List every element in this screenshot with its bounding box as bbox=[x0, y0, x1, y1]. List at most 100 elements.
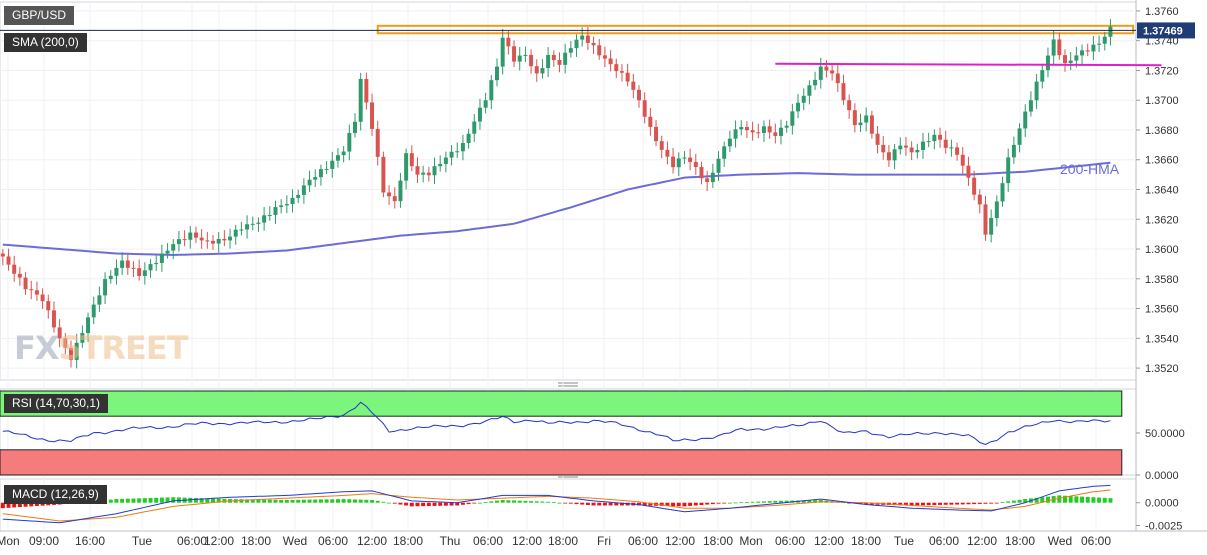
macd-histogram-bar bbox=[540, 501, 545, 503]
macd-histogram-bar bbox=[347, 499, 352, 503]
candle-body bbox=[40, 294, 45, 302]
macd-histogram-bar bbox=[807, 500, 812, 503]
candle-body bbox=[415, 166, 420, 175]
x-tick-label: Wed bbox=[1048, 534, 1072, 548]
candle-body bbox=[546, 54, 551, 69]
macd-histogram-bar bbox=[739, 502, 744, 504]
candle-body bbox=[370, 102, 375, 129]
macd-histogram-bar bbox=[279, 499, 284, 503]
macd-histogram-bar bbox=[648, 502, 653, 506]
macd-histogram-bar bbox=[943, 502, 948, 505]
candle-body bbox=[472, 121, 477, 134]
macd-histogram-bar bbox=[688, 502, 693, 506]
candle-body bbox=[154, 262, 159, 265]
candle-body bbox=[137, 268, 142, 276]
macd-histogram-bar bbox=[1091, 497, 1096, 503]
y-tick-label: 1.3640 bbox=[1145, 185, 1179, 197]
candle-body bbox=[983, 204, 988, 235]
x-tick-label: 06:00 bbox=[628, 534, 658, 548]
candle-body bbox=[69, 347, 73, 360]
macd-histogram-bar bbox=[1000, 502, 1005, 503]
candle-body bbox=[767, 126, 772, 133]
candle-body bbox=[625, 72, 630, 82]
candle-body bbox=[199, 237, 204, 241]
y-tick-label: 1.3540 bbox=[1145, 333, 1179, 345]
macd-histogram-bar bbox=[443, 502, 448, 506]
x-tick-label: 18:00 bbox=[851, 534, 881, 548]
macd-histogram-bar bbox=[716, 502, 721, 504]
candle-body bbox=[534, 66, 539, 74]
candle-body bbox=[375, 128, 380, 157]
candle-body bbox=[977, 194, 982, 205]
x-tick-label: Mon bbox=[0, 534, 20, 548]
y-tick-label: 1.3680 bbox=[1145, 125, 1179, 137]
rsi-oversold-zone bbox=[0, 449, 1123, 476]
candle-body bbox=[290, 197, 295, 205]
macd-histogram-bar bbox=[523, 500, 528, 503]
candle-body bbox=[114, 267, 119, 276]
candle-body bbox=[341, 151, 346, 156]
hma-200-line bbox=[2, 161, 1111, 257]
x-tick-label: 12:00 bbox=[665, 534, 695, 548]
x-tick-label: 12:00 bbox=[357, 534, 387, 548]
x-tick-label: 06:00 bbox=[318, 534, 348, 548]
macd-histogram-bar bbox=[1006, 501, 1011, 503]
candle-body bbox=[921, 141, 925, 150]
macd-histogram-bar bbox=[801, 500, 806, 503]
macd-histogram-bar bbox=[665, 502, 670, 507]
candle-body bbox=[398, 180, 403, 202]
macd-histogram-bar bbox=[1034, 497, 1039, 503]
macd-histogram-bar bbox=[205, 498, 210, 503]
candle-body bbox=[409, 153, 414, 167]
candle-body bbox=[460, 142, 465, 152]
macd-histogram-bar bbox=[364, 499, 369, 503]
candle-body bbox=[779, 127, 783, 136]
macd-histogram-bar bbox=[960, 502, 965, 505]
macd-histogram-bar bbox=[705, 502, 710, 505]
candle-body bbox=[733, 129, 738, 139]
candle-body bbox=[97, 295, 102, 305]
macd-histogram-bar bbox=[915, 502, 920, 506]
macd-histogram-bar bbox=[245, 499, 250, 503]
macd-histogram-bar bbox=[722, 502, 727, 504]
rsi-tick-label: 0.0000 bbox=[1145, 470, 1179, 482]
candle-body bbox=[1085, 50, 1090, 52]
macd-histogram-bar bbox=[239, 499, 244, 503]
candle-body bbox=[881, 144, 886, 153]
macd-histogram-bar bbox=[398, 502, 403, 505]
macd-histogram-bar bbox=[761, 501, 766, 503]
macd-histogram-bar bbox=[29, 502, 34, 507]
candle-body bbox=[131, 267, 136, 269]
candle-body bbox=[1040, 70, 1045, 82]
candle-body bbox=[551, 54, 556, 61]
candle-body bbox=[966, 165, 971, 178]
candle-body bbox=[682, 157, 687, 159]
candle-body bbox=[267, 214, 272, 216]
macd-histogram-bar bbox=[466, 502, 471, 505]
x-tick-label: 09:00 bbox=[29, 534, 59, 548]
macd-histogram-bar bbox=[619, 502, 624, 506]
candle-body bbox=[699, 166, 704, 179]
fxstreet-watermark: FXSTREET bbox=[14, 329, 189, 367]
candle-body bbox=[421, 172, 426, 175]
candle-body bbox=[6, 256, 11, 265]
macd-histogram-bar bbox=[262, 499, 267, 503]
candle-body bbox=[886, 152, 891, 161]
candle-body bbox=[443, 157, 448, 164]
macd-histogram-bar bbox=[1080, 496, 1085, 503]
candle-body bbox=[318, 169, 323, 178]
macd-histogram-bar bbox=[1057, 495, 1062, 503]
macd-histogram-bar bbox=[460, 502, 465, 505]
macd-histogram-bar bbox=[568, 502, 573, 504]
candle-body bbox=[756, 132, 761, 134]
macd-histogram-bar bbox=[256, 499, 261, 503]
candle-body bbox=[705, 178, 710, 183]
macd-histogram-bar bbox=[12, 502, 17, 508]
candle-body bbox=[1068, 60, 1073, 64]
macd-histogram-bar bbox=[159, 497, 164, 503]
candle-body bbox=[648, 116, 653, 127]
candle-body bbox=[830, 70, 835, 74]
candle-body bbox=[12, 264, 17, 274]
candle-body bbox=[875, 133, 880, 145]
